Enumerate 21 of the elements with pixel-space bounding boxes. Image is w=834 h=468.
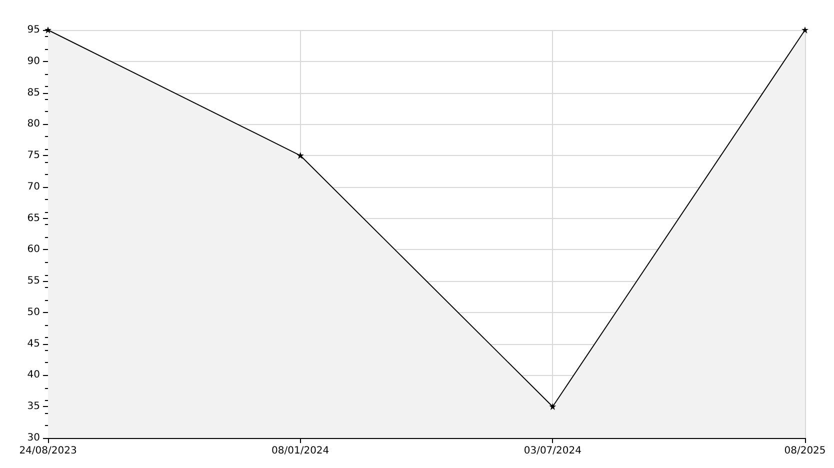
x-tick-label: 03/07/2024: [524, 446, 582, 456]
point: [802, 26, 808, 34]
y-tick-label: 85: [27, 87, 40, 98]
y-tick-label: 35: [27, 401, 40, 412]
x-tick-label: 08/2025: [784, 446, 826, 456]
y-tick-label: 40: [27, 370, 40, 381]
point: [549, 403, 556, 410]
y-tick-label: 70: [27, 181, 40, 192]
y-tick-label: 95: [27, 24, 40, 36]
y-tick-label: 75: [27, 150, 40, 162]
y-tick-label: 80: [27, 118, 40, 130]
y-tick-label: 65: [27, 212, 40, 224]
x-tick-label: 08/01/2024: [272, 446, 330, 456]
y-tick-label: 60: [27, 244, 40, 256]
y-tick-label: 30: [27, 432, 40, 444]
y-tick-label: 90: [27, 56, 40, 67]
y-tick-label: 50: [27, 306, 40, 318]
y-tick-label: 45: [27, 338, 40, 350]
point: [296, 152, 304, 160]
x-tick-label: 24/08/2023: [19, 446, 77, 456]
y-tick-label: 55: [27, 276, 40, 287]
